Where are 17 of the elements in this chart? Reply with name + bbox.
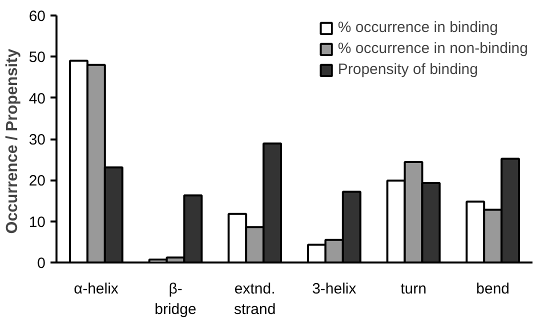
legend-label: Propensity of binding [338,61,478,78]
y-tick-label: 40 [28,90,46,108]
x-tick-label: extnd. strand [234,280,276,318]
y-axis-title: Occurrence / Propensity [4,48,21,234]
x-tick-label: α-helix [74,280,119,298]
x-tick-label: β- bridge [154,280,196,318]
x-tick-label: bend [476,280,510,298]
legend-label: % occurrence in non-binding [338,40,528,57]
y-tick-label: 60 [28,8,46,25]
x-tick-label: 3-helix [312,280,357,298]
legend-label: % occurrence in binding [338,19,498,36]
y-tick-label: 10 [28,214,46,231]
y-tick-label: 30 [28,132,46,148]
x-tick-label: turn [400,280,426,298]
y-tick-label: 20 [28,172,46,190]
y-tick-label: 0 [37,255,46,272]
y-tick-label: 50 [28,49,46,66]
